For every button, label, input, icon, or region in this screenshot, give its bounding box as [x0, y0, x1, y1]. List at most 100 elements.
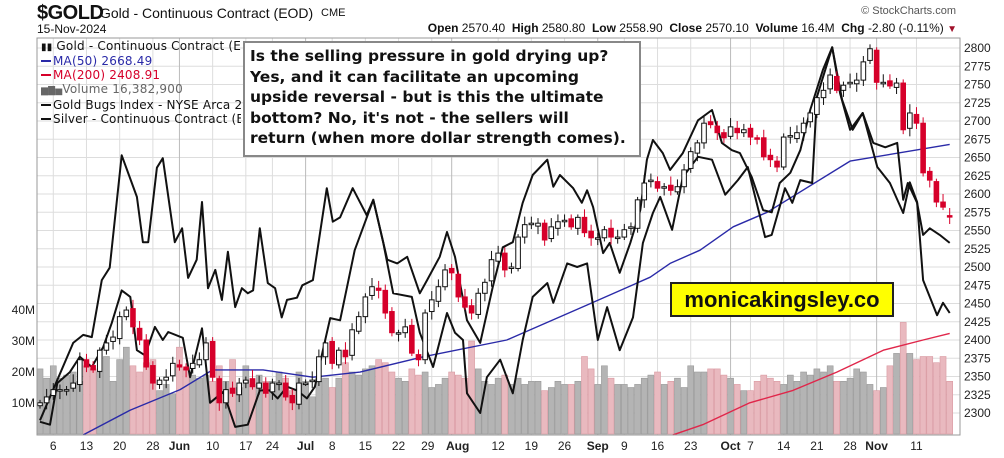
- close-value: 2570.10: [705, 21, 749, 35]
- volume-bar: [634, 384, 641, 435]
- candle: [714, 121, 721, 140]
- x-tick-label: 26: [558, 439, 572, 453]
- x-tick-label: Sep: [587, 439, 609, 453]
- volume-bar: [640, 377, 648, 435]
- volume-bar: [720, 374, 728, 435]
- volume-bar: [667, 380, 675, 435]
- volume-bar: [162, 384, 170, 435]
- candle-body: [907, 112, 913, 129]
- candle-body: [827, 74, 833, 90]
- candle-body: [495, 252, 501, 262]
- x-tick-label: 28: [843, 439, 857, 453]
- candle: [289, 388, 296, 411]
- candle-body: [814, 97, 820, 115]
- price-tick-label: 2725: [964, 96, 991, 110]
- candle-body: [628, 226, 634, 229]
- candle: [920, 117, 926, 177]
- volume-bar: [574, 380, 582, 435]
- x-tick-label: 22: [392, 439, 406, 453]
- volume-bar: [388, 371, 396, 435]
- x-tick-label: 28: [146, 439, 160, 453]
- candle: [860, 56, 867, 86]
- candle: [130, 299, 136, 335]
- candle: [900, 79, 907, 135]
- candle-body: [847, 81, 853, 85]
- candle-body: [913, 113, 920, 124]
- candle: [780, 133, 787, 170]
- candle: [926, 166, 933, 188]
- volume-bar: [654, 371, 661, 435]
- candle: [103, 334, 110, 355]
- candle-body: [90, 365, 96, 371]
- volume-bar: [707, 368, 714, 435]
- candle-body: [249, 378, 256, 388]
- candle-body: [634, 199, 641, 229]
- candle: [150, 361, 156, 390]
- price-tick-label: 2600: [964, 187, 991, 201]
- candle: [170, 356, 176, 382]
- volume-bar: [209, 380, 216, 435]
- copyright-link[interactable]: © StockCharts.com: [861, 5, 956, 17]
- volume-bar: [647, 374, 655, 435]
- candle: [415, 349, 422, 367]
- candle-body: [316, 356, 322, 383]
- candle-body: [189, 362, 196, 369]
- candle-body: [714, 125, 721, 134]
- chg-label: Chg: [841, 21, 865, 35]
- candle: [521, 216, 528, 244]
- price-tick-label: 2625: [964, 169, 991, 183]
- candle: [362, 293, 369, 324]
- candle: [229, 381, 236, 397]
- candle-body: [614, 236, 621, 240]
- candle: [541, 219, 548, 246]
- candle: [674, 179, 681, 195]
- candle: [329, 337, 335, 370]
- price-tick-label: 2775: [964, 59, 991, 73]
- overlay-lines: [39, 46, 951, 436]
- candle-body: [674, 186, 681, 193]
- candle-body: [800, 122, 807, 134]
- candle-body: [568, 218, 575, 228]
- legend-volume: ▆▇▅Volume 16,382,900: [41, 83, 241, 99]
- candle: [502, 247, 508, 278]
- candle-body: [216, 378, 223, 404]
- candle-body: [349, 329, 355, 356]
- x-tick-label: 15: [359, 439, 373, 453]
- volume-bar: [368, 365, 376, 435]
- candle-body: [369, 286, 375, 296]
- candle: [296, 377, 302, 410]
- legend-volume-label: Volume 16,382,900: [62, 82, 183, 96]
- volume-bar: [441, 377, 449, 435]
- volume-bar: [89, 368, 97, 435]
- open-value: 2570.40: [461, 21, 506, 35]
- volume-bar: [700, 371, 708, 435]
- candle-body: [926, 170, 933, 181]
- candle-body: [721, 132, 727, 139]
- candle: [349, 323, 355, 361]
- volume-bar: [773, 380, 781, 435]
- candle: [734, 121, 741, 140]
- volume-bar: [468, 340, 475, 435]
- candle: [555, 214, 561, 236]
- candle: [309, 371, 316, 389]
- candle: [834, 71, 840, 94]
- candle-body: [588, 230, 594, 239]
- candle: [203, 337, 209, 367]
- x-tick-label: 19: [525, 439, 539, 453]
- candle-body: [203, 342, 209, 361]
- candle: [163, 369, 169, 389]
- volume-bar: [913, 359, 920, 435]
- candle: [262, 377, 269, 398]
- candle-body: [63, 389, 70, 392]
- price-tick-label: 2475: [964, 278, 991, 292]
- price-tick-label: 2350: [964, 370, 991, 384]
- candle: [840, 81, 847, 97]
- volume-bar: [541, 390, 548, 435]
- candle-body: [820, 89, 827, 99]
- candle-body: [236, 382, 242, 396]
- volume-bar: [767, 377, 774, 435]
- price-tick-label: 2525: [964, 242, 991, 256]
- candle: [707, 115, 714, 129]
- annotation-line: Yes, and it can facilitate an upcoming: [250, 67, 579, 86]
- volume-bar: [501, 374, 509, 435]
